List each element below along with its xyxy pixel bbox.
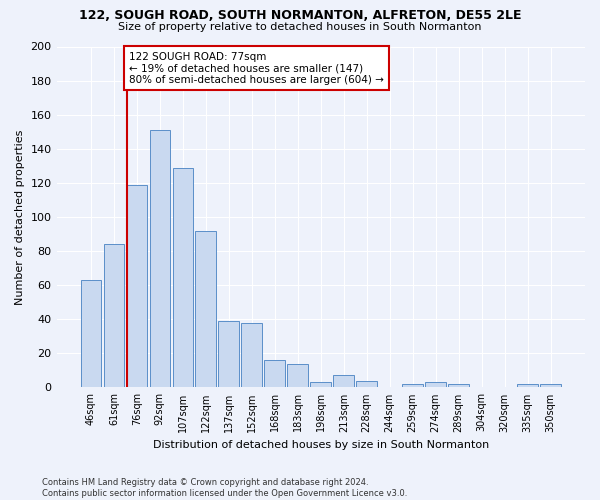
Bar (448, 384, 469, 388)
Text: Size of property relative to detached houses in South Normanton: Size of property relative to detached ho… (118, 22, 482, 32)
Bar (80, 280, 101, 388)
Bar (425, 382, 446, 388)
Bar (265, 360, 285, 388)
Bar (149, 130, 170, 388)
X-axis label: Distribution of detached houses by size in South Normanton: Distribution of detached houses by size … (152, 440, 489, 450)
Bar (241, 322, 262, 388)
Text: 122 SOUGH ROAD: 77sqm
← 19% of detached houses are smaller (147)
80% of semi-det: 122 SOUGH ROAD: 77sqm ← 19% of detached … (129, 52, 384, 85)
Bar (310, 382, 331, 388)
Text: 122, SOUGH ROAD, SOUTH NORMANTON, ALFRETON, DE55 2LE: 122, SOUGH ROAD, SOUTH NORMANTON, ALFRET… (79, 9, 521, 22)
Bar (403, 384, 423, 388)
Bar (334, 376, 354, 388)
Bar (218, 321, 239, 388)
Bar (287, 364, 308, 388)
Text: Contains HM Land Registry data © Crown copyright and database right 2024.
Contai: Contains HM Land Registry data © Crown c… (42, 478, 407, 498)
Y-axis label: Number of detached properties: Number of detached properties (15, 130, 25, 304)
Bar (517, 384, 538, 388)
Bar (104, 244, 124, 388)
Bar (196, 230, 216, 388)
Bar (540, 384, 561, 388)
Bar (173, 168, 193, 388)
Bar (356, 380, 377, 388)
Bar (127, 184, 147, 388)
